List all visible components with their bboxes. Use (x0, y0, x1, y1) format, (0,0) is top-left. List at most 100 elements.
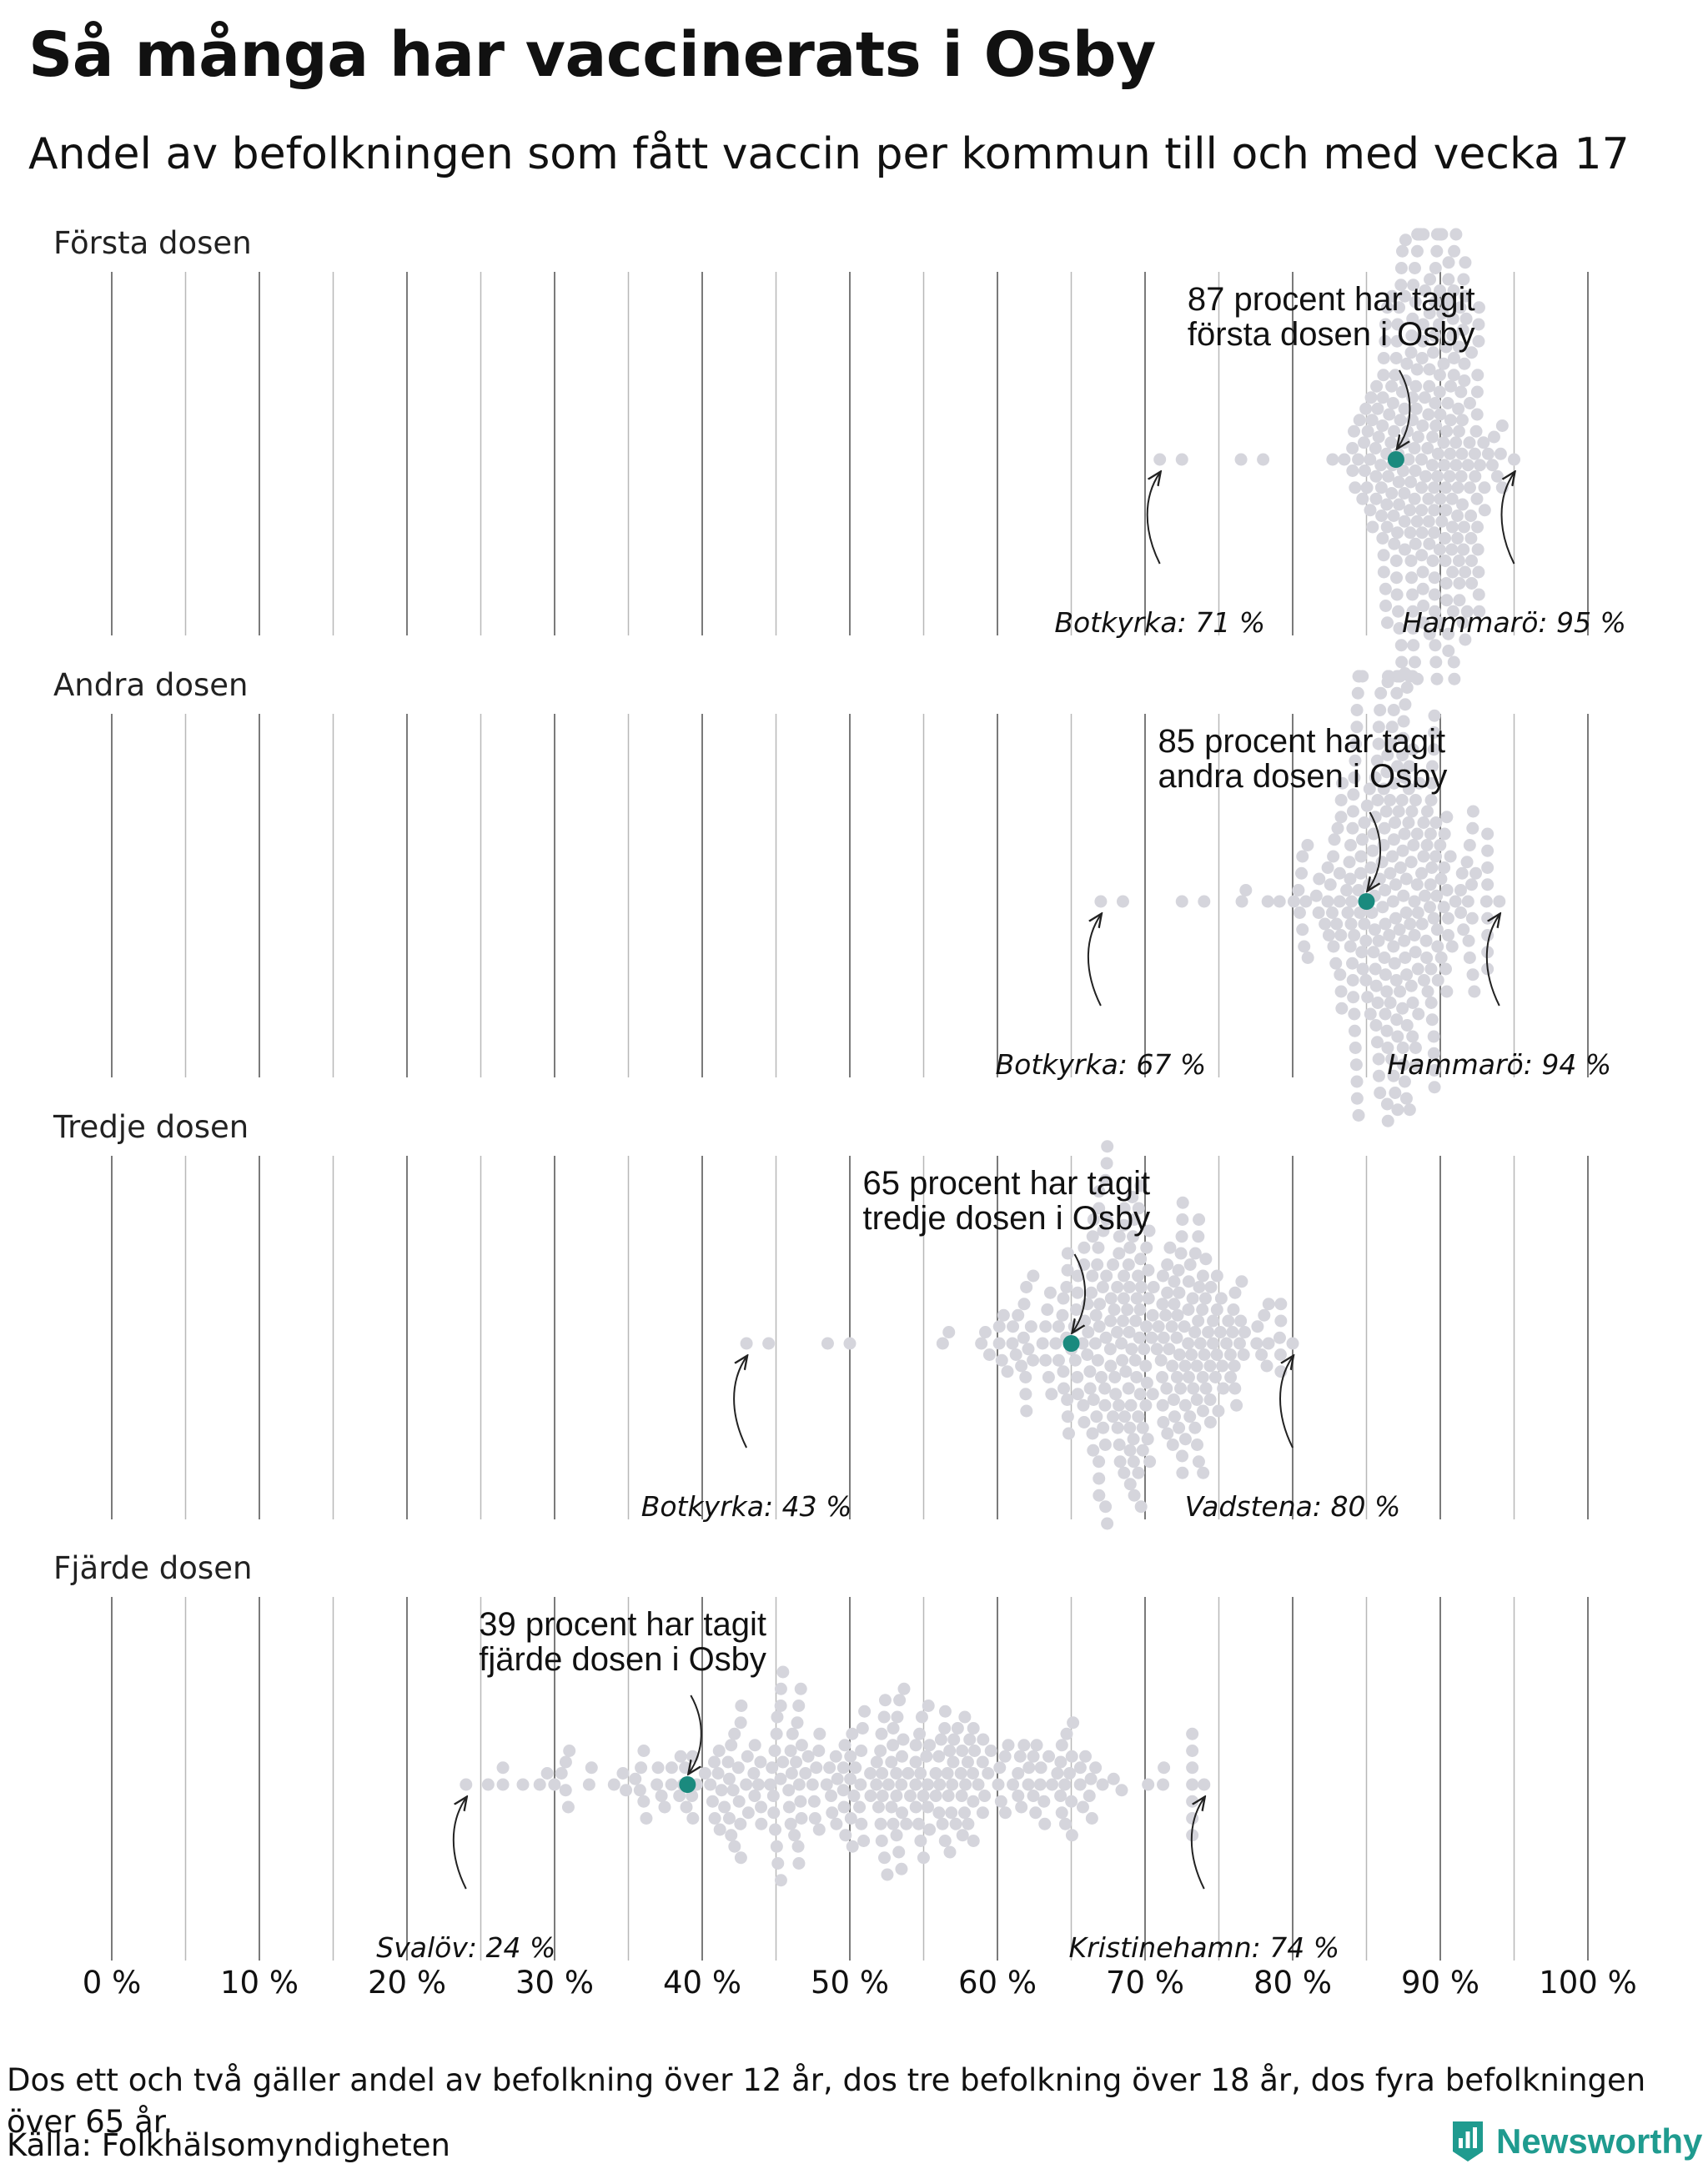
municipality-dot (1437, 436, 1450, 449)
municipality-dot (1198, 1348, 1211, 1361)
municipality-dot (1459, 312, 1473, 325)
municipality-dot (1380, 1024, 1394, 1037)
municipality-dot (1349, 754, 1362, 767)
municipality-dot (1439, 340, 1453, 354)
municipality-dot (1190, 1359, 1203, 1373)
municipality-dot (1006, 1337, 1019, 1350)
municipality-dot (1379, 600, 1393, 612)
municipality-dot (1186, 1778, 1199, 1791)
municipality-dot (938, 1722, 952, 1735)
municipality-dot (1220, 1337, 1233, 1350)
municipality-dot (992, 1320, 1006, 1333)
municipality-dot (1210, 1348, 1223, 1361)
municipality-dot (1188, 1421, 1202, 1434)
municipality-dot (1142, 1778, 1155, 1791)
municipality-dot (1067, 1716, 1080, 1730)
municipality-dot (890, 1767, 903, 1780)
municipality-dot (1334, 794, 1348, 806)
municipality-dot (1174, 1382, 1188, 1395)
municipality-dot (1392, 805, 1405, 818)
municipality-dot (1167, 1393, 1180, 1406)
municipality-dot (1463, 951, 1476, 964)
municipality-dot (1439, 577, 1453, 590)
osby-annotation-line: första dosen i Osby (1188, 316, 1475, 353)
municipality-dot (1296, 850, 1309, 863)
municipality-dot (1457, 543, 1470, 556)
municipality-dot (887, 1739, 900, 1752)
municipality-dot (1421, 985, 1434, 998)
municipality-dot (1389, 369, 1402, 382)
municipality-dot (1431, 974, 1444, 987)
municipality-dot (1213, 1326, 1227, 1338)
municipality-dot (1495, 419, 1509, 432)
municipality-dot (1359, 974, 1373, 987)
municipality-dot (1457, 923, 1470, 936)
municipality-dot (1394, 414, 1407, 427)
municipality-dot (1416, 582, 1429, 595)
municipality-dot (1398, 543, 1411, 556)
municipality-dot (734, 1851, 747, 1865)
municipality-dot (1206, 1337, 1219, 1350)
municipality-dot (913, 1727, 927, 1740)
municipality-dot (633, 1784, 646, 1797)
municipality-dot (1364, 504, 1377, 517)
municipality-dot (1449, 459, 1463, 472)
municipality-dot (1335, 1002, 1349, 1015)
municipality-dot (706, 1795, 719, 1808)
municipality-dot (843, 1337, 857, 1350)
municipality-dot (854, 1778, 867, 1791)
municipality-dot (1409, 794, 1422, 806)
municipality-dot (1462, 934, 1475, 947)
municipality-dot (711, 1767, 725, 1780)
municipality-dot (1089, 1761, 1103, 1775)
municipality-dot (1113, 1247, 1126, 1260)
municipality-dot (951, 1722, 964, 1735)
municipality-dot (1455, 414, 1469, 427)
municipality-dot (1452, 424, 1465, 438)
municipality-dot (1423, 379, 1436, 393)
municipality-dot (1434, 951, 1448, 964)
municipality-dot (1352, 884, 1365, 896)
municipality-dot (856, 1722, 869, 1735)
municipality-dot (1196, 1269, 1209, 1283)
municipality-dot (1415, 453, 1429, 466)
municipality-dot (1412, 1007, 1425, 1021)
municipality-dot (1182, 1303, 1195, 1316)
municipality-dot (1441, 911, 1454, 925)
municipality-dot (1132, 1466, 1145, 1479)
municipality-dot (1389, 816, 1402, 829)
municipality-dot (782, 1784, 796, 1797)
municipality-dot (1273, 1331, 1286, 1344)
municipality-dot (1043, 1286, 1057, 1299)
municipality-dot (767, 1806, 781, 1820)
municipality-dot (1196, 1371, 1209, 1383)
municipality-dot (1192, 1230, 1205, 1243)
municipality-dot (1389, 1087, 1402, 1099)
municipality-dot (1360, 481, 1374, 495)
municipality-dot (1396, 844, 1409, 857)
municipality-dot (1117, 1314, 1130, 1328)
x-tick-label: 90 % (1401, 1965, 1479, 2001)
municipality-dot (1378, 821, 1391, 835)
municipality-dot (1086, 1230, 1099, 1243)
municipality-dot (1132, 1202, 1145, 1215)
municipality-dot (1463, 481, 1476, 495)
municipality-dot (1346, 956, 1359, 970)
municipality-dot (864, 1790, 877, 1802)
municipality-dot (1384, 794, 1397, 806)
municipality-dot (890, 1790, 903, 1802)
municipality-dot (1402, 453, 1415, 466)
municipality-dot (1113, 1455, 1127, 1469)
municipality-dot (1146, 1388, 1159, 1401)
municipality-dot (1465, 878, 1479, 891)
x-tick-label: 0 % (83, 1965, 141, 2001)
municipality-dot (1293, 906, 1306, 919)
municipality-dot (1415, 352, 1429, 364)
min-label: Botkyrka: 43 % (641, 1490, 852, 1523)
municipality-dot (825, 1790, 838, 1802)
municipality-dot (548, 1778, 561, 1791)
municipality-dot (1394, 279, 1408, 292)
municipality-dot (1398, 1075, 1411, 1088)
municipality-dot (1358, 816, 1371, 829)
